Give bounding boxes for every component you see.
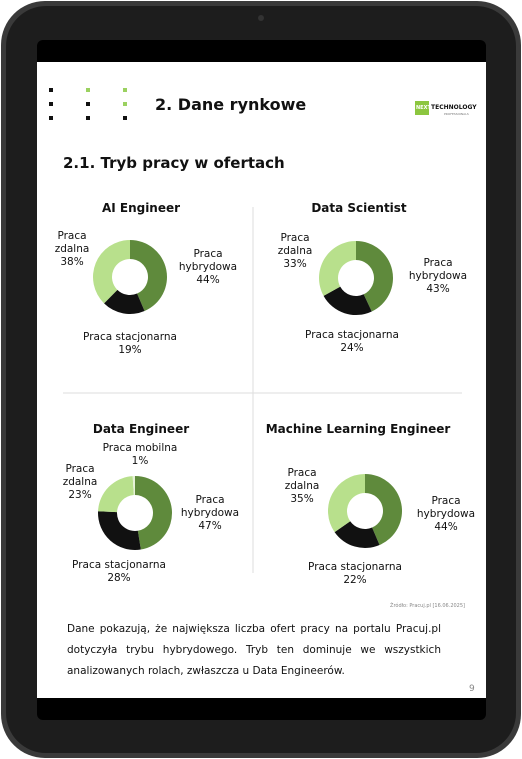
segment-value: 23%	[68, 489, 92, 501]
segment-label: Praca zdalna 33%	[270, 232, 320, 271]
segment-name: Praca stacjonarna	[83, 331, 177, 343]
page-number: 9	[469, 684, 475, 694]
segment-label: Praca zdalna 35%	[277, 467, 327, 506]
donut-segment	[334, 521, 380, 549]
donut-segment	[132, 476, 135, 496]
segment-value: 38%	[60, 256, 84, 268]
donut-segment	[135, 476, 172, 550]
dots	[49, 88, 127, 120]
donut-segment	[365, 474, 402, 546]
segment-value: 28%	[107, 572, 131, 584]
donut-segment	[97, 511, 141, 550]
body-text: Dane pokazują, że największa liczba ofer…	[67, 623, 441, 677]
segment-name: Praca zdalna	[284, 467, 320, 492]
chart-title: AI Engineer	[101, 201, 181, 215]
dot	[123, 88, 127, 92]
segment-name: Praca hybrydowa	[416, 495, 476, 520]
dot	[49, 116, 53, 120]
segment-label: Praca zdalna 38%	[47, 230, 97, 269]
segment-label: Praca hybrydowa 44%	[416, 495, 476, 534]
segment-label: Praca mobilna 1%	[103, 442, 178, 468]
segment-value: 1%	[131, 455, 149, 467]
logo-accent: NEXT	[416, 105, 431, 111]
segment-name: Praca stacjonarna	[308, 561, 402, 573]
chart-title: Data Scientist	[311, 201, 407, 215]
dot	[49, 88, 53, 92]
segment-name: Praca zdalna	[54, 230, 90, 255]
donut-segment	[92, 240, 130, 304]
segment-name: Praca hybrydowa	[180, 494, 240, 519]
segment-value: 35%	[290, 493, 314, 505]
segment-value: 24%	[340, 342, 364, 354]
segment-label: Praca hybrydowa 43%	[408, 257, 468, 296]
segment-value: 43%	[426, 283, 450, 295]
source: Źródło: Pracuj.pl [16.06.2025]	[390, 603, 465, 609]
header-title: 2. Dane rynkowe	[155, 95, 307, 114]
donut-segment	[98, 476, 134, 513]
donut-segment	[130, 240, 168, 312]
dot	[86, 116, 90, 120]
segment-name: Praca mobilna	[102, 442, 178, 454]
segment-value: 33%	[283, 258, 307, 270]
donut-segment	[319, 241, 356, 296]
dot	[123, 102, 127, 106]
logo-tagline: PROFESSIONALS	[444, 112, 469, 116]
segment-value: 47%	[198, 520, 222, 532]
segment-label: Praca stacjonarna 19%	[83, 331, 177, 357]
segment-value: 19%	[118, 344, 142, 356]
section-title: 2.1. Tryb pracy w ofertach	[63, 154, 285, 172]
chart-title: Data Engineer	[92, 422, 190, 436]
dot	[49, 102, 53, 106]
segment-label: Praca hybrydowa 47%	[180, 494, 240, 533]
donut-segment	[323, 286, 372, 316]
segment-name: Praca zdalna	[277, 232, 313, 257]
dot	[123, 116, 127, 120]
segment-name: Praca stacjonarna	[305, 329, 399, 341]
donut-segment	[356, 241, 394, 312]
segment-name: Praca hybrydowa	[408, 257, 468, 282]
segment-name: Praca stacjonarna	[72, 559, 166, 571]
dot	[86, 88, 90, 92]
document-page	[37, 62, 486, 698]
segment-label: Praca stacjonarna 22%	[308, 561, 402, 587]
segment-value: 44%	[434, 521, 458, 533]
logo-box	[415, 101, 429, 115]
donut-segment	[328, 474, 365, 533]
camera	[258, 15, 264, 21]
segment-label: Praca hybrydowa 44%	[178, 248, 238, 287]
dot	[86, 102, 90, 106]
segment-label: Praca stacjonarna 28%	[72, 559, 166, 585]
segment-value: 44%	[196, 274, 220, 286]
logo-name: TECHNOLOGY	[431, 104, 477, 111]
donut-segment	[104, 289, 145, 315]
segment-name: Praca zdalna	[62, 463, 98, 488]
segment-name: Praca hybrydowa	[178, 248, 238, 273]
chart-title: Machine Learning Engineer	[265, 422, 451, 436]
segment-value: 22%	[343, 574, 367, 586]
segment-label: Praca stacjonarna 24%	[305, 329, 399, 355]
segment-label: Praca zdalna 23%	[55, 463, 105, 502]
